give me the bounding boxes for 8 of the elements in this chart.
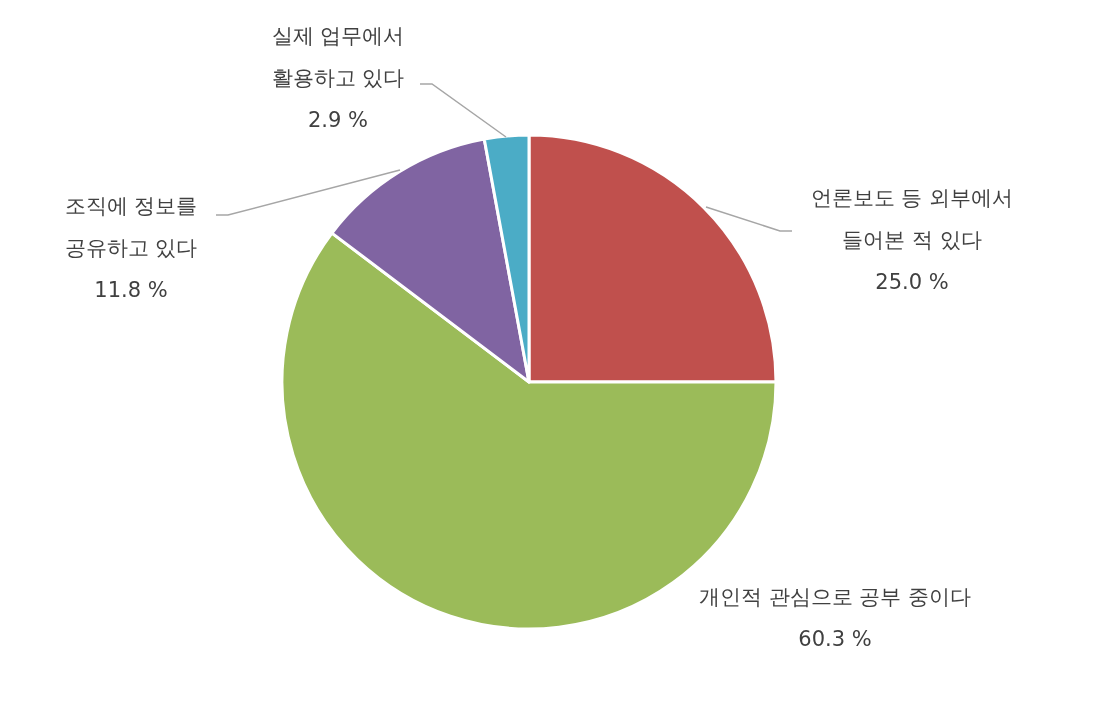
- data-label: 11.8 %: [93, 277, 169, 304]
- slice-label: 실제 업무에서 활용하고 있다: [270, 23, 406, 92]
- data-label: 2.9 %: [307, 107, 369, 134]
- slice-label: 조직에 정보를 공유하고 있다: [63, 193, 199, 262]
- data-label: 60.3 %: [797, 626, 873, 653]
- slice-label: 개인적 관심으로 공부 중이다: [698, 584, 972, 611]
- data-label: 25.0 %: [874, 269, 950, 296]
- slice-label: 언론보도 등 외부에서 들어본 적 있다: [809, 185, 1015, 254]
